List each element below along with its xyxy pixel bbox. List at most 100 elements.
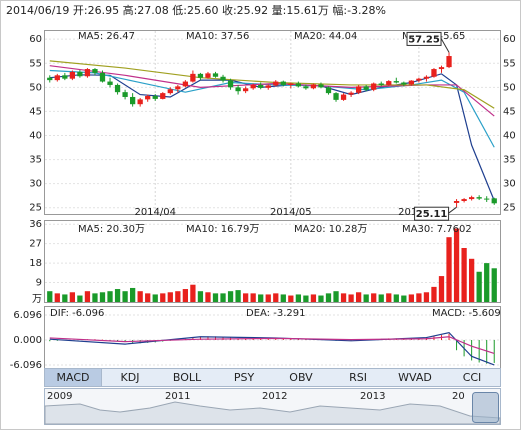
legend-entry: DIF: -6.096: [50, 308, 104, 319]
candle-body: [484, 198, 490, 200]
y-tick-label: 50: [29, 82, 42, 93]
tab-label[interactable]: CCI: [463, 371, 482, 384]
candle-body: [114, 84, 121, 93]
candle-body: [461, 199, 467, 201]
volume-bar: [371, 293, 377, 302]
volume-bar: [175, 291, 181, 302]
tab-label[interactable]: BOLL: [173, 371, 202, 384]
legend-entry: MA30: 7.7602: [402, 224, 472, 235]
tab-label[interactable]: WVAD: [398, 371, 432, 384]
y-tick-label-right: 35: [503, 155, 516, 166]
candle-body: [152, 96, 158, 99]
candle-body: [167, 89, 173, 94]
tab-label[interactable]: PSY: [234, 371, 255, 384]
annotation-pointer: [440, 38, 450, 53]
volume-bar: [393, 294, 399, 302]
candle-body: [220, 76, 226, 81]
header-quote: 2014/06/19 开:26.95 高:27.08 低:25.60 收:25.…: [6, 3, 386, 17]
candle-body: [190, 73, 196, 82]
candle-body: [250, 84, 256, 89]
y-tick-label: 18: [29, 258, 42, 269]
price-panel: [44, 30, 501, 215]
y-tick-label-right: 45: [503, 106, 516, 117]
candle-body: [386, 81, 392, 85]
legend-entry: MA20: 44.04: [294, 31, 357, 42]
candle-body: [408, 80, 415, 85]
y-tick-label-right: 40: [503, 131, 516, 142]
volume-bar: [92, 293, 98, 302]
candle-body: [205, 73, 211, 78]
volume-bar: [288, 295, 294, 302]
candle-body: [62, 75, 68, 79]
volume-bar: [152, 294, 158, 302]
candle-body: [393, 81, 399, 83]
candle-body: [84, 69, 91, 77]
volume-bar: [484, 263, 490, 302]
candle-body: [491, 198, 497, 204]
y-tick-label: 30: [29, 179, 42, 190]
candle-body: [122, 92, 128, 97]
candle-body: [212, 73, 219, 77]
volume-bar: [423, 292, 430, 302]
volume-bar: [416, 293, 422, 302]
candle-body: [265, 85, 271, 88]
y-tick-label: -6.096: [10, 360, 42, 371]
candle-body: [92, 69, 98, 73]
navigator-year: 2009: [47, 391, 72, 402]
candle-body: [468, 197, 475, 200]
y-tick-label: 45: [29, 106, 42, 117]
tab-label[interactable]: RSI: [349, 371, 367, 384]
ma-line: [49, 336, 495, 355]
candle-body: [401, 82, 407, 85]
candle-body: [137, 99, 143, 105]
volume-bar: [212, 293, 219, 302]
candle-body: [453, 200, 460, 203]
candle-body: [431, 69, 437, 77]
volume-bar: [348, 294, 354, 302]
volume-bar: [190, 284, 196, 302]
volume-bar: [438, 276, 445, 302]
candle-body: [340, 94, 347, 100]
candle-body: [371, 83, 377, 90]
candle-body: [77, 71, 83, 77]
volume-bar: [122, 291, 128, 302]
ma-line: [49, 331, 495, 366]
volume-bar: [310, 294, 317, 302]
candle-body: [416, 78, 422, 81]
volume-bar: [167, 292, 173, 302]
y-tick-label: 0.000: [13, 335, 42, 346]
navigator-window[interactable]: [472, 392, 499, 423]
active-tab[interactable]: [44, 368, 102, 387]
tab-label[interactable]: KDJ: [121, 371, 140, 384]
annotation: 25.11: [416, 209, 448, 220]
tab-label[interactable]: MACD: [57, 371, 90, 384]
y-tick-label: 6.096: [13, 310, 42, 321]
candle-body: [310, 84, 317, 89]
volume-bar: [363, 294, 369, 302]
volume-bar: [220, 293, 226, 302]
volume-bar: [197, 291, 204, 302]
candle-body: [235, 87, 241, 92]
candle-body: [182, 81, 189, 87]
candle-body: [303, 86, 309, 89]
candle-body: [197, 73, 204, 78]
candle-body: [423, 76, 430, 79]
candle-body: [318, 84, 324, 88]
candle-body: [333, 93, 339, 100]
tab-label[interactable]: OBV: [289, 371, 313, 384]
candle-body: [280, 81, 286, 85]
y-tick-label: 60: [29, 34, 42, 45]
candle-body: [69, 71, 76, 79]
y-tick-label: 9: [36, 278, 42, 289]
volume-bar: [114, 289, 121, 302]
annotation-pointer: [448, 206, 457, 214]
volume-bar: [386, 293, 392, 302]
y-tick-label-right: 25: [503, 203, 516, 214]
legend-entry: MA5: 26.47: [78, 31, 135, 42]
y-tick-label-right: 55: [503, 58, 516, 69]
legend-entry: MA10: 37.56: [186, 31, 249, 42]
volume-bar: [468, 258, 475, 302]
navigator-year: 2013: [360, 391, 385, 402]
y-tick-label: 25: [29, 203, 42, 214]
